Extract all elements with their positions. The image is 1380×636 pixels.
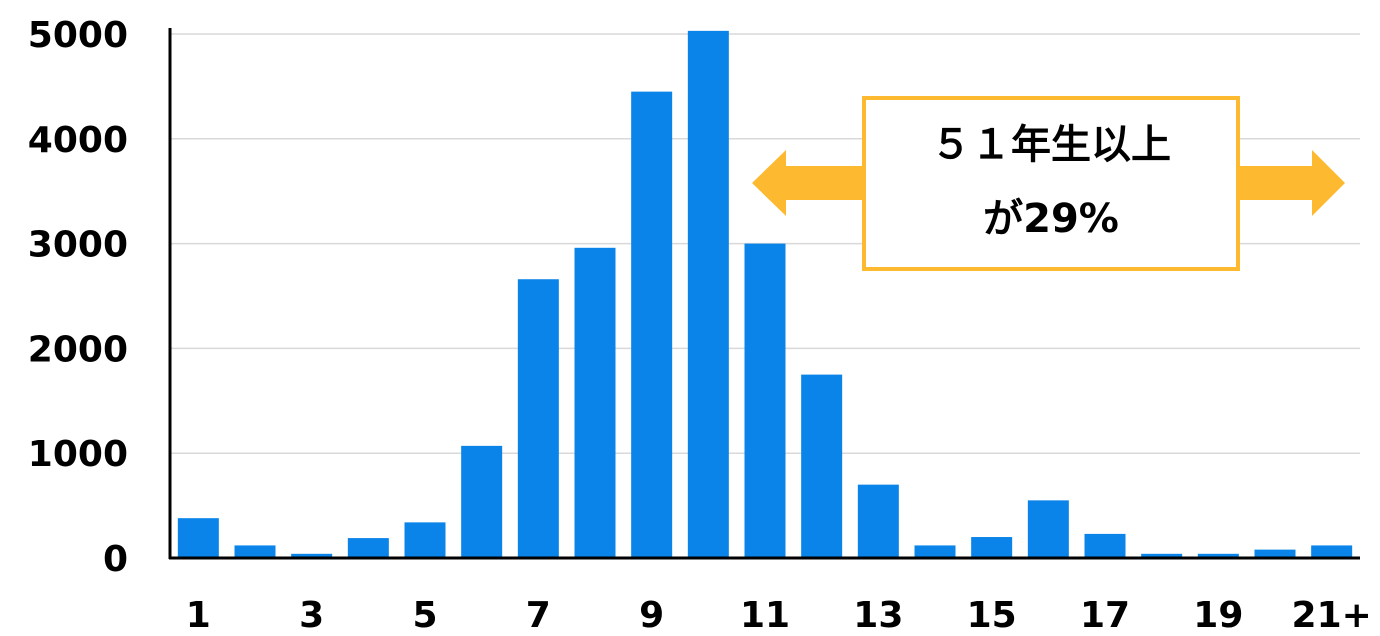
x-tick-label: 15 bbox=[967, 595, 1017, 632]
x-tick-label: 3 bbox=[299, 595, 324, 632]
x-tick-label: 9 bbox=[639, 595, 664, 632]
x-tick-labels: 1 3 5 7 9 11 13 15 17 19 21+ bbox=[186, 595, 1372, 636]
right-arrow-icon bbox=[1236, 150, 1345, 216]
y-tick-label: 5000 bbox=[28, 15, 128, 56]
annotation-callout: ５１年生以上 が29% bbox=[752, 96, 1345, 271]
x-tick-label: 7 bbox=[526, 595, 551, 632]
bar-6 bbox=[461, 445, 503, 558]
y-tick-label: 2000 bbox=[28, 329, 128, 370]
bar-8 bbox=[574, 247, 616, 559]
bar-16 bbox=[1027, 500, 1069, 558]
x-tick-label: 21+ bbox=[1292, 595, 1372, 632]
bar-12 bbox=[801, 374, 843, 558]
bar-19 bbox=[1197, 553, 1239, 558]
left-arrow-icon bbox=[752, 150, 866, 216]
bar-10 bbox=[687, 30, 729, 558]
bar-11 bbox=[744, 243, 786, 558]
x-tick-label: 17 bbox=[1080, 595, 1130, 632]
x-tick-label: 11 bbox=[740, 595, 790, 632]
x-tick-label: 5 bbox=[412, 595, 437, 632]
bar-13 bbox=[857, 484, 899, 558]
y-tick-label: 1000 bbox=[28, 434, 128, 475]
annotation-line-1: ５１年生以上 bbox=[931, 122, 1171, 168]
bar-14 bbox=[914, 545, 956, 558]
bar-18 bbox=[1141, 553, 1183, 558]
y-tick-label: 0 bbox=[103, 539, 128, 580]
y-tick-label: 4000 bbox=[28, 120, 128, 161]
axes bbox=[168, 28, 1360, 560]
bar-9 bbox=[631, 91, 673, 558]
annotation-box bbox=[862, 96, 1240, 271]
bar-5 bbox=[404, 522, 446, 558]
y-tick-label: 3000 bbox=[28, 225, 128, 266]
bar-21+ bbox=[1311, 545, 1353, 558]
x-tick-label: 13 bbox=[853, 595, 903, 632]
y-tick-labels: 0 1000 2000 3000 4000 5000 bbox=[28, 15, 128, 580]
bar-3 bbox=[291, 553, 333, 558]
bar-1 bbox=[177, 518, 219, 558]
x-tick-label: 1 bbox=[186, 595, 211, 632]
bar-20 bbox=[1254, 549, 1296, 558]
bar-7 bbox=[517, 279, 559, 558]
bar-2 bbox=[234, 545, 276, 558]
x-tick-label: 19 bbox=[1193, 595, 1243, 632]
annotation-line-2: が29% bbox=[983, 196, 1119, 242]
bars bbox=[177, 30, 1353, 559]
bar-15 bbox=[971, 537, 1013, 558]
bar-17 bbox=[1084, 533, 1126, 558]
bar-4 bbox=[347, 538, 389, 558]
